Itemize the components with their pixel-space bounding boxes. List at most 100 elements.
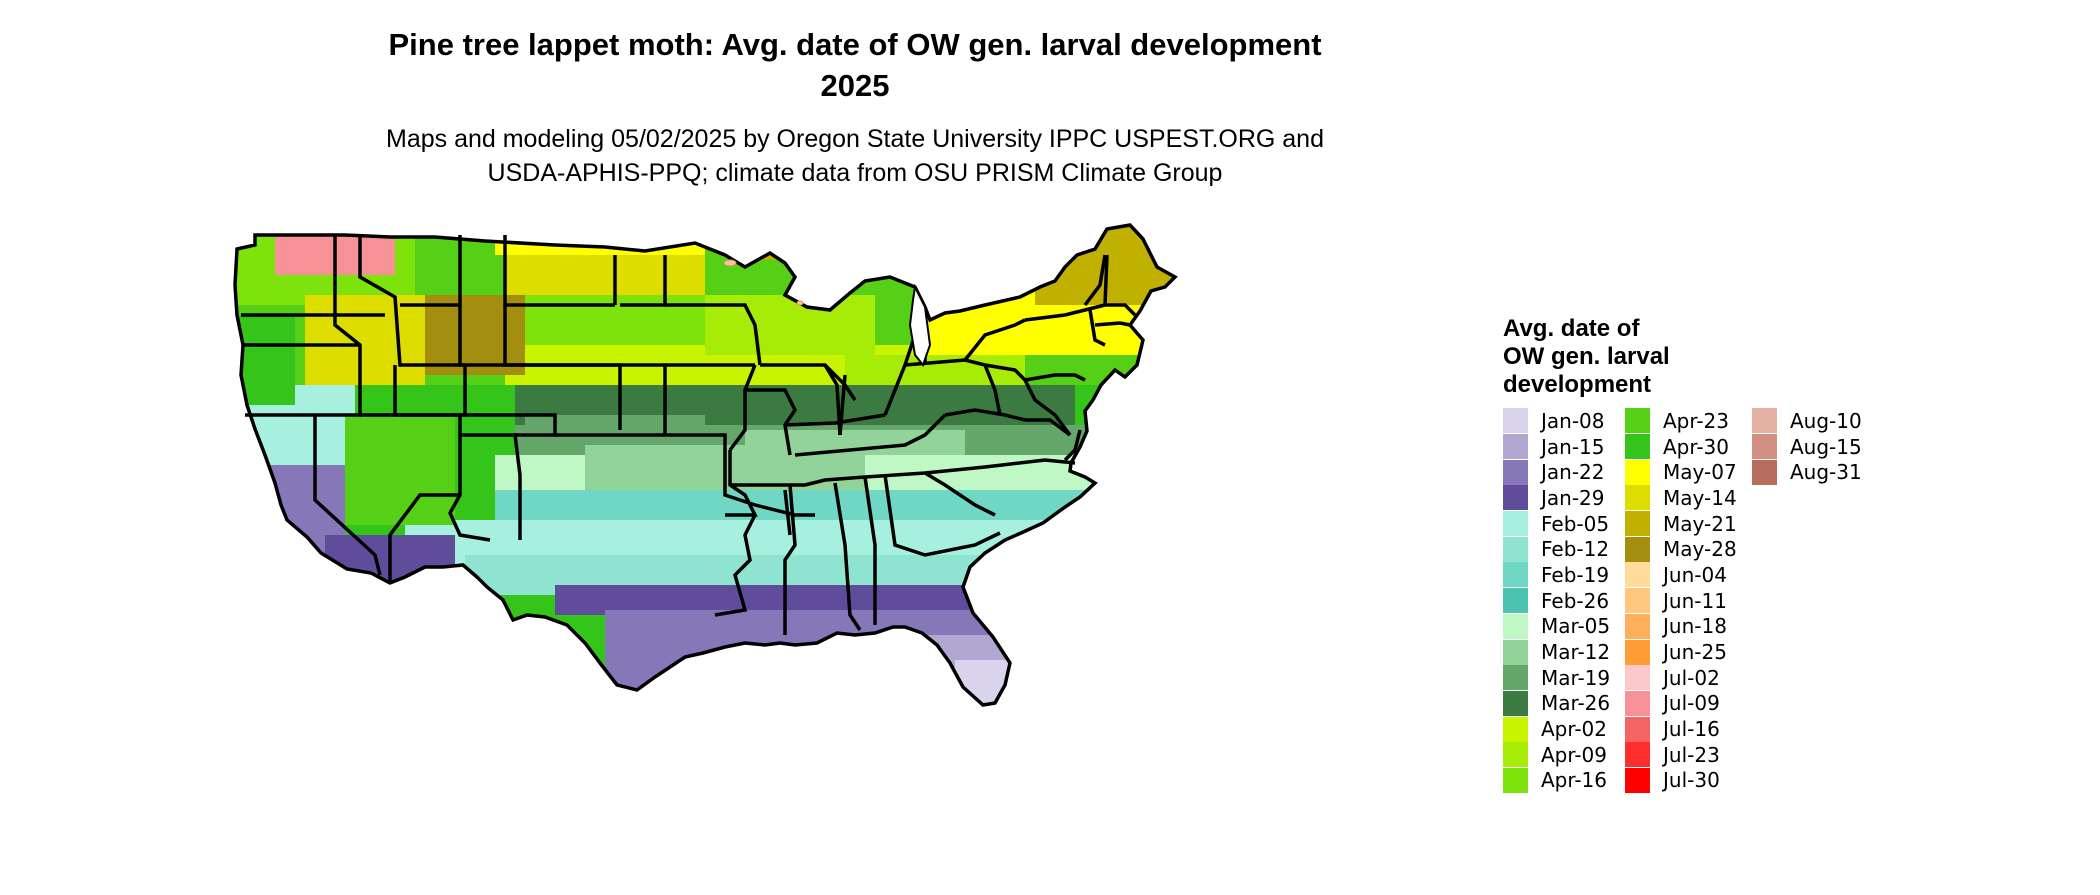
legend-label: Jul-16: [1663, 717, 1720, 742]
legend-swatch: [1752, 434, 1777, 460]
legend-item: Jul-09: [1625, 690, 1737, 717]
great-lakes-islands: [723, 259, 804, 306]
legend-item: May-28: [1625, 536, 1737, 562]
legend-label: May-28: [1663, 537, 1737, 562]
legend-swatch: [1503, 485, 1528, 511]
legend-swatch: [1503, 562, 1528, 588]
legend-label: Jul-23: [1663, 742, 1720, 767]
legend-item: Mar-26: [1503, 690, 1610, 717]
legend-item: May-14: [1625, 485, 1737, 511]
legend-swatch: [1625, 459, 1650, 485]
legend-swatch: [1625, 742, 1650, 768]
legend-swatch: [1503, 639, 1528, 665]
legend-label: Aug-10: [1790, 408, 1862, 433]
legend-item: Jul-23: [1625, 742, 1737, 768]
legend-item: May-07: [1625, 459, 1737, 485]
legend-item: Jun-18: [1625, 613, 1737, 640]
legend-item: Aug-10: [1752, 408, 1862, 434]
legend-label: Apr-23: [1663, 408, 1729, 433]
legend-swatch: [1752, 408, 1777, 434]
map-title: Pine tree lappet moth: Avg. date of OW g…: [240, 24, 1470, 106]
map-title-line-2: 2025: [820, 68, 890, 103]
legend-swatch: [1752, 459, 1777, 485]
legend-item: Jul-30: [1625, 767, 1737, 794]
legend-item: Mar-19: [1503, 665, 1610, 691]
legend-label: Jun-04: [1663, 562, 1727, 587]
legend-item: Feb-12: [1503, 536, 1610, 562]
legend-item: Mar-12: [1503, 639, 1610, 665]
legend-swatch: [1503, 511, 1528, 537]
legend-label: Feb-19: [1541, 562, 1610, 587]
legend-item: Feb-05: [1503, 511, 1610, 537]
legend-swatch: [1625, 434, 1650, 460]
legend-label: Jul-30: [1663, 768, 1720, 793]
legend-swatch: [1625, 536, 1650, 562]
legend-swatch: [1503, 716, 1528, 742]
legend-column-1: Jan-08 Jan-15 Jan-22 Jan-29 Feb-05 Feb-12 Feb-…: [1503, 408, 1610, 793]
legend-label: Aug-15: [1790, 434, 1862, 459]
legend-item: Jul-02: [1625, 665, 1737, 691]
legend-item: Jun-25: [1625, 639, 1737, 665]
legend-item: Feb-19: [1503, 562, 1610, 588]
legend-item: Jun-11: [1625, 588, 1737, 614]
legend-swatch: [1625, 408, 1650, 434]
legend-item: Aug-31: [1752, 459, 1862, 485]
legend-swatch: [1625, 767, 1650, 793]
legend-swatch: [1625, 588, 1650, 614]
map-title-line-1: Pine tree lappet moth: Avg. date of OW g…: [388, 27, 1322, 62]
legend-label: Mar-19: [1541, 665, 1611, 690]
legend-title-line-3: development: [1503, 371, 1652, 398]
legend-item: Jan-15: [1503, 434, 1610, 460]
legend-swatch: [1503, 434, 1528, 460]
legend-item: Feb-26: [1503, 588, 1610, 614]
legend-item: Aug-15: [1752, 434, 1862, 460]
legend-title: Avg. date of OW gen. larval development: [1503, 315, 1763, 399]
legend-label: Jul-02: [1663, 665, 1720, 690]
legend-label: Jan-22: [1541, 460, 1605, 485]
legend-label: Apr-16: [1541, 768, 1607, 793]
legend-swatch: [1503, 408, 1528, 434]
legend-item: Mar-05: [1503, 613, 1610, 640]
legend-label: May-21: [1663, 511, 1737, 536]
legend-label: Feb-26: [1541, 588, 1610, 613]
legend-label: Jan-15: [1541, 434, 1605, 459]
lake-michigan: [908, 283, 932, 368]
legend-item: Apr-30: [1625, 434, 1737, 460]
legend-label: Feb-05: [1541, 511, 1610, 536]
legend-label: Apr-02: [1541, 717, 1607, 742]
legend-item: Jan-08: [1503, 408, 1610, 434]
legend-swatch: [1503, 459, 1528, 485]
legend-label: Jan-29: [1541, 485, 1605, 510]
legend-item: Jun-04: [1625, 562, 1737, 588]
legend-title-line-1: Avg. date of: [1503, 315, 1640, 342]
legend-label: Jan-08: [1541, 408, 1605, 433]
legend-label: Apr-09: [1541, 742, 1607, 767]
legend-column-2: Apr-23 Apr-30 May-07 May-14 May-21 May-28 Jun-…: [1625, 408, 1737, 793]
map-subtitle: Maps and modeling 05/02/2025 by Oregon S…: [240, 122, 1470, 190]
legend-swatch: [1625, 665, 1650, 691]
legend-label: May-07: [1663, 460, 1737, 485]
legend-swatch: [1625, 485, 1650, 511]
legend-item: May-21: [1625, 511, 1737, 537]
legend-item: Jul-16: [1625, 716, 1737, 742]
legend-swatch: [1503, 613, 1528, 639]
legend-label: Jun-25: [1663, 640, 1727, 665]
map-subtitle-line-1: Maps and modeling 05/02/2025 by Oregon S…: [386, 125, 1324, 153]
legend-label: May-14: [1663, 485, 1737, 510]
legend-label: Feb-12: [1541, 537, 1610, 562]
legend-item: Apr-09: [1503, 742, 1610, 768]
state-boundaries: [233, 223, 1178, 707]
legend-label: Aug-31: [1790, 460, 1862, 485]
legend-title-line-2: OW gen. larval: [1503, 343, 1670, 370]
map-subtitle-line-2: USDA-APHIS-PPQ; climate data from OSU PR…: [487, 159, 1223, 187]
us-map-graphic: [233, 223, 1178, 707]
legend-swatch: [1503, 767, 1528, 793]
legend-swatch: [1503, 742, 1528, 768]
legend-swatch: [1503, 665, 1528, 691]
us-map: [225, 215, 1485, 890]
legend-swatch: [1625, 639, 1650, 665]
legend-label: Mar-12: [1541, 640, 1611, 665]
legend-column-3: Aug-10 Aug-15 Aug-31: [1752, 408, 1862, 485]
legend-swatch: [1625, 613, 1650, 639]
legend-swatch: [1503, 536, 1528, 562]
